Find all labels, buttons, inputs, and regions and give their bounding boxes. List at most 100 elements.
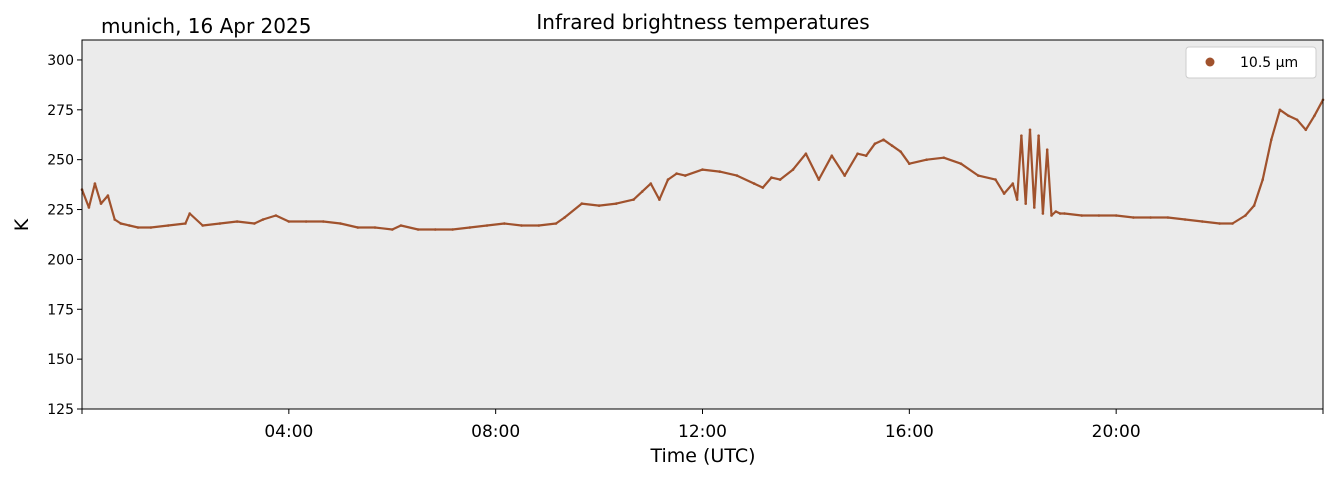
data-point xyxy=(843,174,846,177)
data-point xyxy=(1149,216,1152,219)
data-point xyxy=(87,206,91,209)
data-point xyxy=(188,212,191,215)
x-tick-label: 04:00 xyxy=(264,422,313,442)
y-tick-label: 200 xyxy=(47,252,74,268)
data-point xyxy=(128,224,131,227)
data-point xyxy=(1045,148,1049,151)
y-tick-label: 300 xyxy=(47,53,74,69)
data-point xyxy=(791,168,795,171)
data-point xyxy=(503,222,506,225)
data-point xyxy=(735,174,739,177)
data-point xyxy=(761,186,765,189)
data-point xyxy=(339,222,342,225)
data-point xyxy=(1201,220,1204,223)
plot-frame xyxy=(81,39,1324,410)
data-point xyxy=(1244,214,1247,217)
data-point xyxy=(1028,128,1032,132)
data-point xyxy=(1252,204,1256,207)
chart-title: Infrared brightness temperatures xyxy=(536,10,869,34)
data-point xyxy=(485,224,489,227)
data-point xyxy=(1270,138,1273,141)
x-axis-label: Time (UTC) xyxy=(649,445,755,467)
data-point xyxy=(1114,214,1118,217)
data-point xyxy=(468,226,472,229)
data-point xyxy=(1015,198,1019,201)
data-point xyxy=(1295,118,1299,122)
data-point xyxy=(218,222,222,225)
y-tick-label: 125 xyxy=(47,402,74,418)
x-tick-label: 16:00 xyxy=(885,422,934,442)
data-point xyxy=(925,158,928,161)
data-point xyxy=(399,224,403,227)
data-point xyxy=(537,224,541,227)
data-point xyxy=(1037,134,1040,137)
data-point xyxy=(416,228,420,231)
data-point xyxy=(322,220,325,223)
data-point xyxy=(304,220,308,223)
data-point xyxy=(675,172,678,175)
data-point xyxy=(235,220,239,223)
data-point xyxy=(253,222,256,225)
data-point xyxy=(804,152,808,155)
data-point xyxy=(1054,210,1058,213)
data-point xyxy=(1050,214,1053,217)
data-point xyxy=(1063,212,1066,215)
data-point xyxy=(1166,216,1170,219)
data-point xyxy=(873,142,877,145)
data-point xyxy=(554,222,558,225)
data-point xyxy=(563,216,566,219)
data-point xyxy=(977,174,980,177)
data-point xyxy=(1097,214,1101,217)
data-point xyxy=(1058,212,1062,215)
data-point xyxy=(817,178,821,181)
y-axis: 125 150 175 200 225 250 275 300 xyxy=(47,53,82,418)
data-point xyxy=(1231,222,1234,225)
data-point xyxy=(994,178,997,181)
data-point xyxy=(99,202,103,205)
data-point xyxy=(119,222,123,225)
data-point xyxy=(597,204,601,207)
legend-marker xyxy=(1205,57,1215,67)
x-axis: 04:00 08:00 12:00 16:00 20:00 xyxy=(81,409,1324,442)
location-date-label: munich, 16 Apr 2025 xyxy=(101,14,311,38)
data-point xyxy=(274,214,278,217)
data-point xyxy=(93,182,97,185)
data-point xyxy=(649,182,653,185)
data-point xyxy=(1011,182,1015,185)
legend-label: 10.5 µm xyxy=(1240,55,1298,71)
data-point xyxy=(632,198,635,201)
data-point xyxy=(908,162,911,165)
data-point xyxy=(770,176,773,179)
data-point xyxy=(959,162,963,165)
y-tick-label: 250 xyxy=(47,153,74,169)
data-point xyxy=(752,182,756,185)
data-point xyxy=(261,218,265,221)
data-point xyxy=(830,154,834,157)
data-point xyxy=(1278,108,1282,112)
data-point xyxy=(1080,214,1083,217)
data-point xyxy=(658,198,661,201)
data-point xyxy=(1304,128,1308,132)
data-point xyxy=(1020,134,1023,137)
data-point xyxy=(1033,206,1036,209)
data-point xyxy=(520,224,523,227)
data-point xyxy=(149,226,153,229)
data-point xyxy=(1261,178,1264,181)
y-tick-label: 225 xyxy=(47,203,74,219)
x-tick-label: 20:00 xyxy=(1092,422,1141,442)
legend: 10.5 µm xyxy=(1185,46,1317,79)
data-point xyxy=(942,156,946,159)
data-point xyxy=(1024,202,1027,205)
data-point xyxy=(778,178,782,181)
y-tick-label: 275 xyxy=(47,103,74,119)
data-point xyxy=(113,218,116,221)
data-point xyxy=(1041,212,1045,215)
data-point xyxy=(201,224,204,227)
data-point xyxy=(373,226,377,229)
y-tick-label: 175 xyxy=(47,302,74,318)
data-point xyxy=(640,190,644,193)
data-point xyxy=(1132,216,1135,219)
data-point xyxy=(1313,114,1316,118)
data-point xyxy=(615,202,618,205)
